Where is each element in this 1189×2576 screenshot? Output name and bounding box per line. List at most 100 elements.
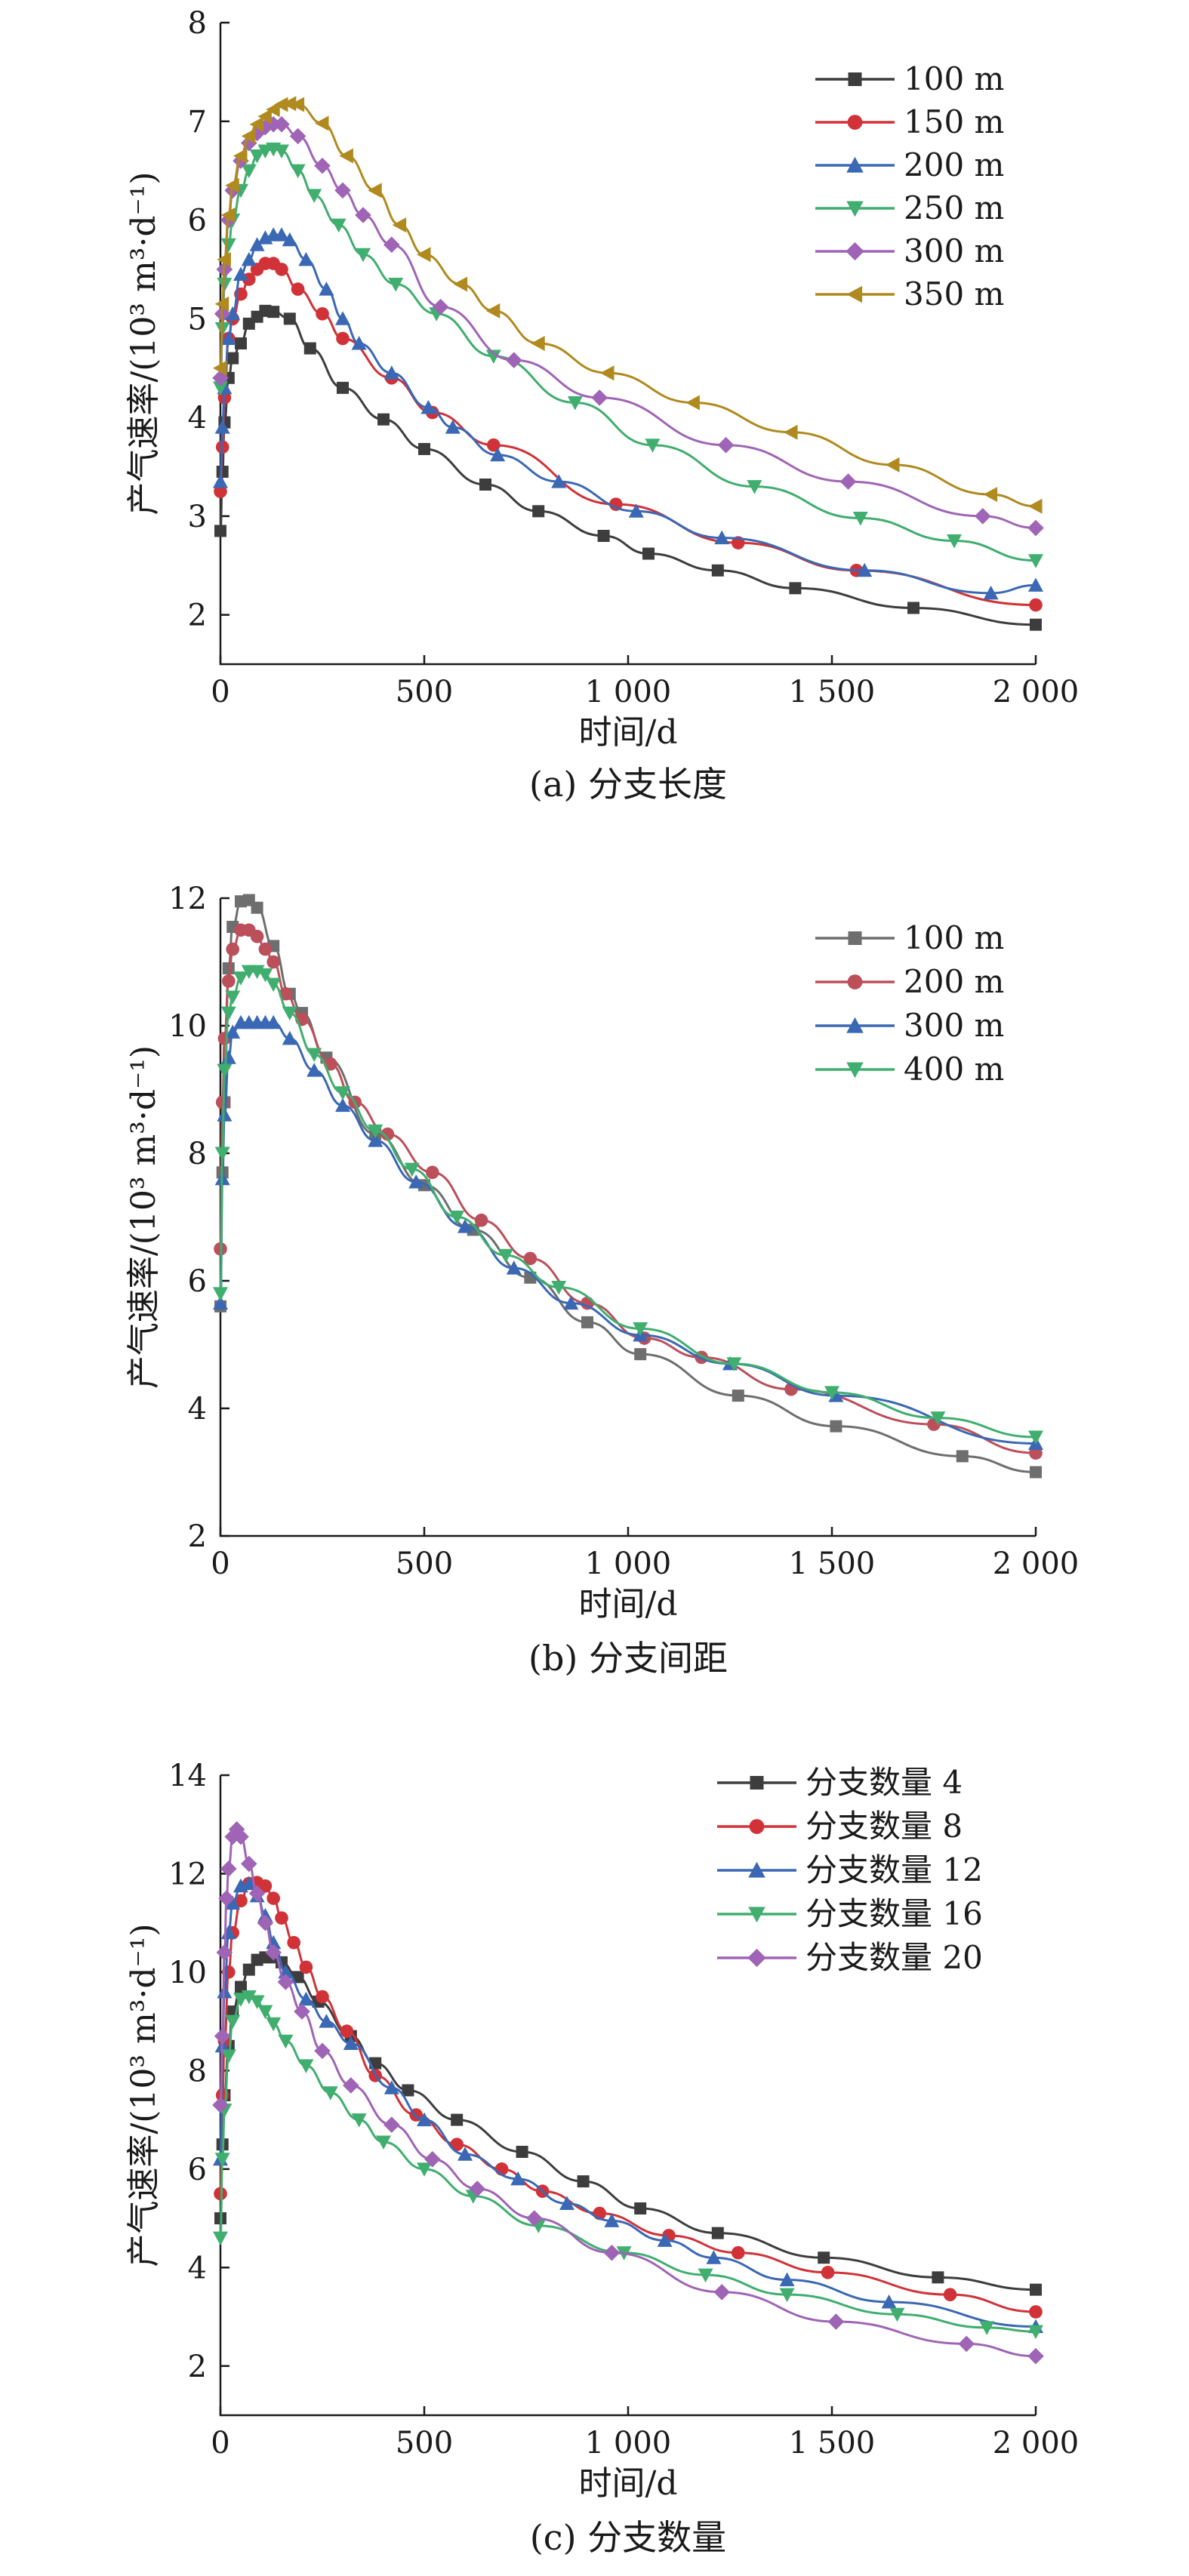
data-point <box>298 1991 314 2006</box>
x-tick-label: 1 500 <box>789 2426 876 2461</box>
y-axis-label: 产气速率/(10³ m³·d⁻¹) <box>125 171 163 515</box>
legend-label: 分支数量 16 <box>806 1895 983 1932</box>
legend-marker <box>747 1948 766 1968</box>
legend-item: 分支数量 4 <box>717 1764 963 1801</box>
data-point <box>657 2233 673 2247</box>
data-point <box>706 2250 722 2264</box>
x-axis-label: 时间/d <box>579 1585 678 1623</box>
data-point <box>356 248 371 263</box>
data-point <box>490 447 506 462</box>
data-point <box>698 2268 713 2283</box>
data-point <box>257 968 273 983</box>
y-tick-label: 4 <box>188 2251 207 2285</box>
x-tick-label: 1 500 <box>789 1547 876 1581</box>
data-point <box>212 2097 229 2113</box>
data-point <box>249 116 264 132</box>
data-point <box>597 530 610 542</box>
legend-marker <box>748 1907 765 1923</box>
data-point <box>383 236 400 254</box>
data-point <box>274 227 289 242</box>
data-point <box>1028 498 1043 514</box>
data-point <box>266 955 281 969</box>
legend-label: 200 m <box>904 146 1004 183</box>
data-point <box>857 562 873 577</box>
series-1 <box>214 1951 1042 2296</box>
data-point <box>241 1990 257 2005</box>
legend-marker <box>847 974 863 989</box>
data-point <box>958 2335 975 2353</box>
data-point <box>257 1914 274 1931</box>
data-point <box>376 2135 391 2150</box>
data-point <box>821 2266 835 2279</box>
data-point <box>331 218 347 233</box>
data-point <box>383 2080 399 2094</box>
data-point <box>889 2307 905 2322</box>
data-point <box>983 585 999 600</box>
y-tick-label: 6 <box>188 2153 207 2187</box>
data-point <box>220 331 236 345</box>
x-tick-label: 0 <box>211 675 229 709</box>
data-point <box>266 2017 282 2032</box>
legend-label: 250 m <box>904 189 1004 226</box>
data-point <box>233 1993 248 2007</box>
data-point <box>213 2231 228 2246</box>
data-point <box>225 306 241 321</box>
data-point <box>267 306 280 319</box>
data-point <box>340 2024 354 2038</box>
data-point <box>1027 2347 1044 2365</box>
data-point <box>343 2077 359 2094</box>
data-point <box>506 352 522 369</box>
panel-caption: (a) 分支长度 <box>529 764 727 805</box>
panel-caption: (c) 分支数量 <box>530 2517 726 2558</box>
y-tick-label: 2 <box>188 599 207 633</box>
x-tick-label: 2 000 <box>993 675 1080 709</box>
data-point <box>642 547 655 560</box>
panel-caption: (b) 分支间距 <box>528 1638 728 1679</box>
data-point <box>532 505 545 518</box>
data-point <box>235 1980 247 1993</box>
data-point <box>298 251 314 266</box>
x-tick-label: 1 500 <box>789 675 876 709</box>
x-tick-label: 2 000 <box>993 1547 1080 1581</box>
data-point <box>283 312 296 325</box>
data-point <box>343 2036 359 2051</box>
data-point <box>498 1248 513 1263</box>
data-point <box>225 1895 241 1910</box>
data-point <box>408 1174 424 1189</box>
data-point <box>634 2202 647 2215</box>
data-point <box>336 331 350 346</box>
data-point <box>487 438 501 452</box>
data-point <box>368 1133 383 1147</box>
data-point <box>830 1420 842 1433</box>
data-point <box>516 2146 528 2159</box>
data-point <box>789 582 802 595</box>
data-point <box>424 2151 441 2168</box>
data-point <box>979 2321 995 2335</box>
data-point <box>779 2288 795 2303</box>
legend-marker <box>846 1062 864 1079</box>
data-point <box>418 442 430 455</box>
legend-marker <box>846 201 864 217</box>
data-point <box>1030 618 1042 631</box>
data-point <box>351 2113 367 2128</box>
y-tick-label: 5 <box>188 302 207 337</box>
x-axis-label: 时间/d <box>579 2464 678 2503</box>
y-tick-label: 2 <box>188 2350 207 2384</box>
data-point <box>248 1885 266 1902</box>
data-point <box>485 349 501 364</box>
data-point <box>220 1860 237 1877</box>
data-point <box>628 503 644 518</box>
legend-item: 200 m <box>815 146 1004 183</box>
series-3 <box>213 227 1043 600</box>
y-tick-label: 8 <box>188 2054 207 2088</box>
data-point <box>711 564 724 577</box>
x-tick-label: 500 <box>396 675 453 709</box>
data-point <box>241 164 257 179</box>
data-point <box>368 183 382 199</box>
data-point <box>251 901 263 914</box>
x-axis-label: 时间/d <box>579 713 678 752</box>
series-4 <box>213 142 1043 568</box>
data-point <box>250 929 264 943</box>
data-point <box>274 97 288 112</box>
